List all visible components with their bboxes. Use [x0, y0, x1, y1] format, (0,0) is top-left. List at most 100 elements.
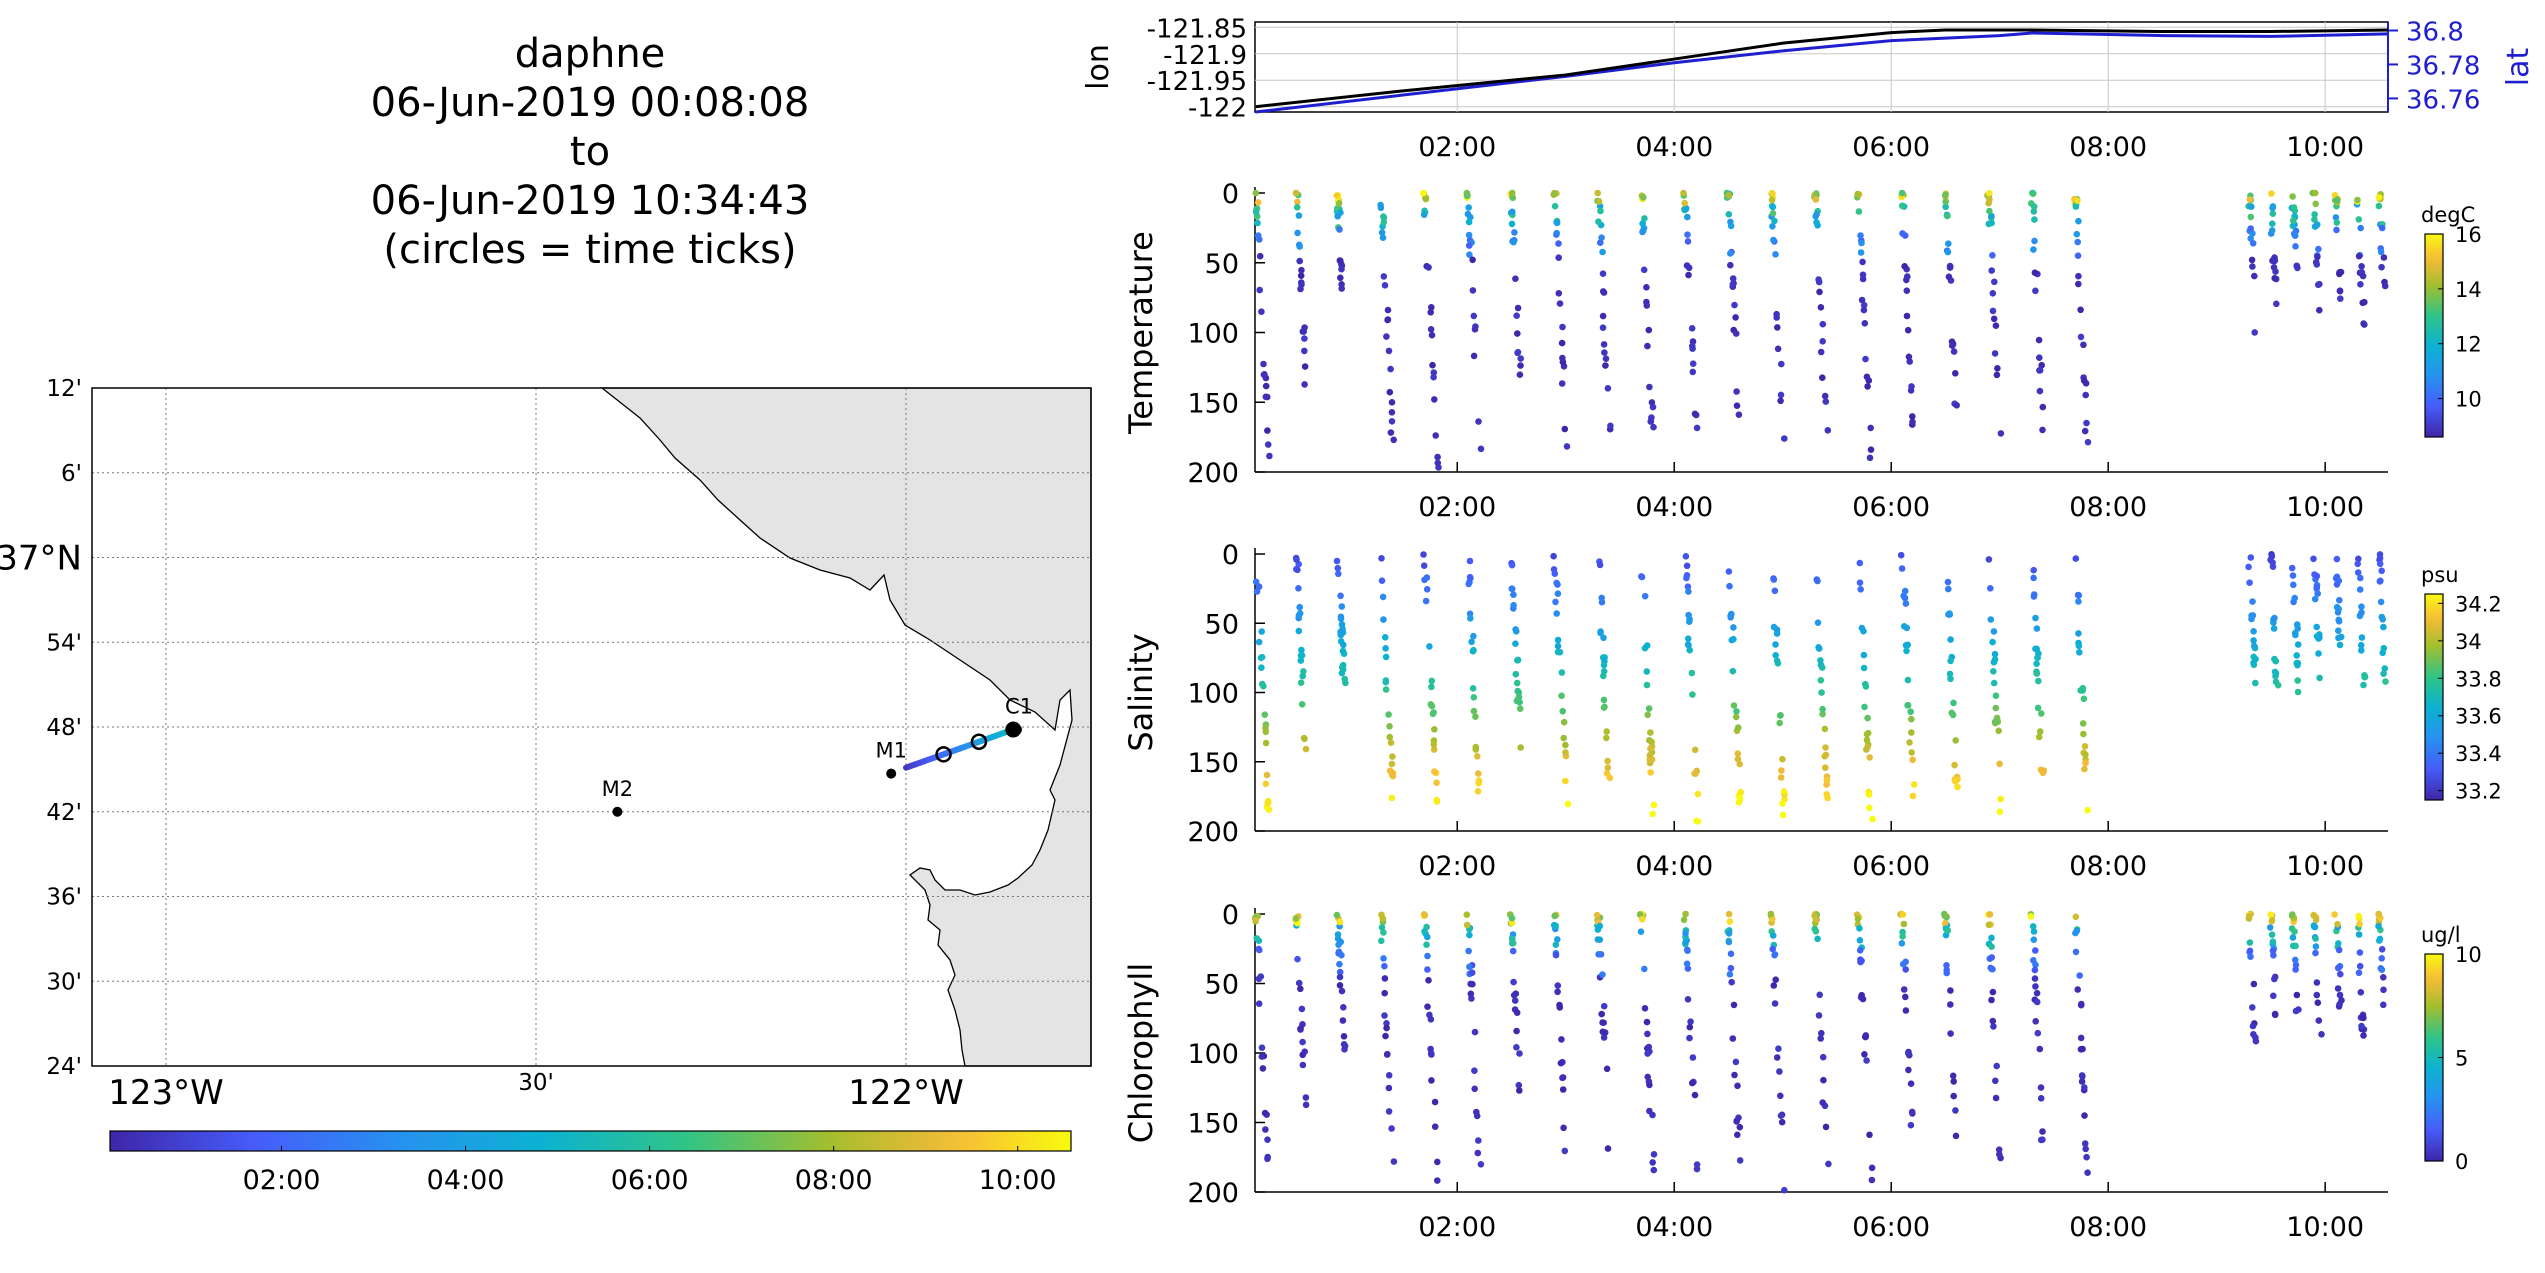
data-point: [1561, 1147, 1569, 1155]
data-point: [1295, 979, 1303, 987]
data-point: [1558, 339, 1566, 347]
data-point: [1643, 642, 1651, 649]
data-point: [1554, 982, 1562, 989]
data-point: [1386, 723, 1393, 730]
colorbar-tick-label: 33.4: [2455, 742, 2502, 766]
data-point: [1420, 551, 1427, 558]
data-point: [2382, 678, 2389, 685]
data-point: [1985, 556, 1993, 563]
data-point: [1899, 960, 1907, 968]
data-point: [1514, 687, 1521, 695]
data-point: [1866, 804, 1873, 812]
data-point: [2031, 269, 2039, 277]
data-point: [2249, 598, 2256, 605]
data-point: [1989, 965, 1996, 973]
data-point: [2316, 306, 2323, 314]
data-point: [1725, 910, 1733, 918]
data-point: [1681, 199, 1688, 207]
data-point: [2358, 603, 2365, 610]
data-point: [1942, 198, 1949, 205]
data-point: [2311, 211, 2318, 218]
data-point: [1474, 788, 1482, 795]
data-point: [1255, 945, 1262, 953]
data-point: [1950, 1078, 1957, 1085]
data-point: [2036, 354, 2043, 362]
data-point: [1902, 642, 1910, 649]
data-point: [2252, 679, 2259, 687]
data-point: [2030, 246, 2037, 253]
data-point: [2379, 616, 2386, 623]
data-point: [1941, 191, 1949, 199]
data-point: [2312, 916, 2320, 924]
data-point: [1298, 1005, 1306, 1013]
data-point: [1825, 1160, 1832, 1168]
data-point: [1515, 1081, 1523, 1089]
data-point: [1595, 951, 1602, 958]
y-tick-label-lat: 36.76: [2406, 85, 2480, 115]
data-point: [1769, 210, 1777, 217]
data-point: [2335, 577, 2343, 585]
data-point: [2377, 248, 2385, 256]
data-point: [2310, 923, 2318, 930]
data-point: [1900, 920, 1908, 928]
data-point: [1771, 587, 1779, 595]
data-point: [2380, 644, 2388, 652]
data-point: [2289, 572, 2297, 579]
data-point: [1465, 218, 1473, 226]
data-point: [1822, 1123, 1830, 1131]
data-point: [1725, 211, 1733, 218]
data-point: [1297, 272, 1305, 280]
data-point: [1339, 666, 1347, 673]
data-point: [1383, 1051, 1391, 1058]
data-point: [1603, 728, 1610, 735]
data-point: [2356, 962, 2364, 970]
lon-tick-label: 30': [518, 1070, 554, 1096]
data-point: [2246, 196, 2254, 203]
data-point: [1551, 202, 1559, 210]
data-point: [2075, 630, 2082, 637]
colorbar-tick-label: 10: [2455, 388, 2482, 412]
y-tick-label: 200: [1187, 1178, 1239, 1209]
data-point: [1687, 1018, 1694, 1025]
data-point: [1510, 978, 1517, 986]
data-point: [1294, 955, 1301, 963]
data-point: [2314, 590, 2321, 597]
data-point: [1385, 1072, 1393, 1079]
data-point: [2269, 559, 2276, 566]
data-point: [1509, 208, 1516, 216]
data-point: [1643, 668, 1651, 675]
data-point: [1769, 932, 1777, 939]
data-point: [1637, 928, 1645, 935]
data-point: [1734, 750, 1742, 757]
data-point: [1600, 696, 1608, 704]
colorbar-tick-label: 33.6: [2455, 705, 2502, 729]
data-point: [1389, 753, 1396, 760]
data-point: [1509, 939, 1517, 947]
data-point: [2081, 765, 2088, 773]
data-point: [1814, 577, 1821, 585]
data-point: [1734, 724, 1742, 731]
station-marker: [1012, 724, 1022, 735]
data-point: [1727, 261, 1734, 269]
data-point: [1559, 707, 1566, 715]
data-point: [2358, 1022, 2365, 1030]
data-point: [1857, 249, 1865, 256]
data-point: [2333, 555, 2341, 563]
data-point: [2250, 642, 2258, 650]
data-point: [1951, 761, 1958, 769]
data-point: [1336, 973, 1344, 981]
data-point: [1898, 202, 1906, 210]
data-point: [2378, 955, 2385, 962]
data-point: [1463, 911, 1471, 918]
data-point: [1298, 281, 1305, 288]
data-point: [1898, 565, 1906, 572]
x-tick-label: 08:00: [2069, 851, 2147, 882]
data-point: [2074, 197, 2081, 204]
data-point: [2038, 710, 2045, 717]
data-point: [1647, 769, 1654, 776]
data-point: [1736, 760, 1743, 768]
data-point: [1378, 937, 1385, 945]
data-point: [1431, 726, 1438, 733]
data-point: [1423, 941, 1430, 948]
data-point: [2313, 979, 2321, 986]
